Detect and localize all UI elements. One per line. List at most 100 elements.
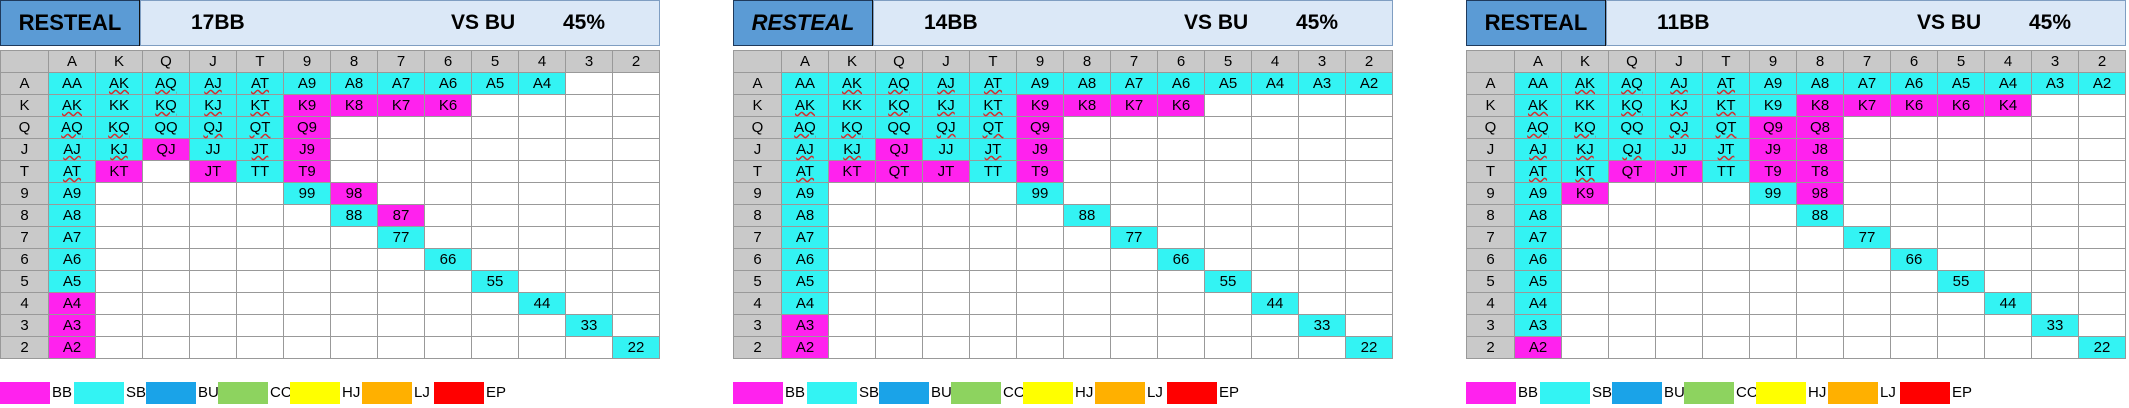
- hand-cell: KT: [236, 94, 284, 117]
- hand-cell: [1157, 292, 1205, 315]
- hand-cell: K9: [283, 94, 331, 117]
- hand-cell: [1749, 270, 1797, 293]
- legend-swatch: [1095, 382, 1145, 404]
- hand-cell: [612, 72, 660, 95]
- legend-label: SB: [126, 384, 147, 401]
- hand-cell: [518, 270, 566, 293]
- hand-cell: KQ: [95, 116, 143, 139]
- hand-label: A7: [795, 229, 815, 246]
- hand-cell: [1016, 248, 1064, 271]
- hand-cell: [1796, 314, 1844, 337]
- hand-cell: A8: [1796, 72, 1844, 95]
- hand-label: AQ: [1527, 119, 1549, 136]
- hand-label: KQ: [841, 119, 863, 136]
- hand-cell: [1655, 182, 1703, 205]
- hand-cell: A8: [330, 72, 378, 95]
- column-header: K: [95, 50, 143, 73]
- row-header: T: [0, 160, 49, 183]
- hand-cell: [189, 248, 237, 271]
- hand-range-grid: A K Q J T 9 8 7 6 5 4 3 2 A AA AK AQ AJ AT A9 A8 A7 A6 A5 A4 K AK K…: [0, 50, 660, 359]
- hand-cell: [1561, 336, 1609, 359]
- hand-cell: KT: [95, 160, 143, 183]
- hand-cell: [377, 116, 425, 139]
- grid-row: 4 A4 44: [733, 292, 1393, 315]
- hand-cell: [1016, 292, 1064, 315]
- hand-label: K6: [1171, 97, 1191, 114]
- hand-cell: 77: [1110, 226, 1158, 249]
- hand-cell: [1890, 226, 1938, 249]
- row-header: K: [0, 94, 49, 117]
- hand-label: A8: [62, 207, 82, 224]
- hand-label: 22: [2093, 339, 2111, 356]
- row-header: 7: [733, 226, 782, 249]
- hand-cell: [2031, 138, 2079, 161]
- hand-cell: [142, 270, 190, 293]
- hand-cell: [612, 182, 660, 205]
- legend-swatch: [290, 382, 340, 404]
- hand-label: JT: [204, 163, 222, 180]
- hand-cell: AA: [48, 72, 96, 95]
- column-header: 9: [1016, 50, 1064, 73]
- hand-label: AK: [841, 75, 862, 92]
- hand-cell: [969, 182, 1017, 205]
- hand-cell: [1984, 160, 2032, 183]
- range-percent: 45%: [563, 11, 606, 34]
- grid-row: 8 A8 88: [733, 204, 1393, 227]
- hand-cell: [2078, 204, 2126, 227]
- hand-label: 99: [1764, 185, 1782, 202]
- hand-label: K7: [1857, 97, 1877, 114]
- hand-cell: 44: [1251, 292, 1299, 315]
- hand-label: 44: [1999, 295, 2017, 312]
- hand-cell: [1843, 314, 1891, 337]
- hand-cell: AQ: [781, 116, 829, 139]
- hand-cell: 77: [377, 226, 425, 249]
- hand-label: AJ: [796, 141, 814, 158]
- hand-cell: [1749, 292, 1797, 315]
- hand-cell: [471, 182, 519, 205]
- column-header: Q: [1608, 50, 1656, 73]
- hand-cell: [1655, 336, 1703, 359]
- hand-label: K6: [438, 97, 458, 114]
- hand-cell: [1298, 204, 1346, 227]
- hand-cell: [1251, 182, 1299, 205]
- hand-cell: [471, 138, 519, 161]
- hand-cell: A7: [1110, 72, 1158, 95]
- hand-label: A5: [485, 75, 505, 92]
- hand-cell: AK: [828, 72, 876, 95]
- hand-cell: QQ: [875, 116, 923, 139]
- hand-cell: [1204, 226, 1252, 249]
- hand-cell: [142, 160, 190, 183]
- hand-cell: AK: [1561, 72, 1609, 95]
- hand-cell: AQ: [48, 116, 96, 139]
- row-header: 9: [0, 182, 49, 205]
- hand-cell: [377, 314, 425, 337]
- legend-swatch: [74, 382, 124, 404]
- hand-label: A6: [1904, 75, 1924, 92]
- hand-cell: A5: [1514, 270, 1562, 293]
- hand-cell: [1251, 336, 1299, 359]
- hand-cell: [1345, 292, 1393, 315]
- hand-cell: [875, 336, 923, 359]
- hand-label: JT: [1717, 141, 1735, 158]
- hand-cell: 55: [471, 270, 519, 293]
- hand-cell: [1890, 182, 1938, 205]
- hand-cell: [1984, 336, 2032, 359]
- hand-label: A9: [297, 75, 317, 92]
- legend-label: CO: [1736, 384, 1759, 401]
- hand-cell: KT: [828, 160, 876, 183]
- hand-cell: [1016, 226, 1064, 249]
- hand-cell: [1110, 138, 1158, 161]
- hand-label: QJ: [203, 119, 223, 136]
- hand-cell: AJ: [922, 72, 970, 95]
- hand-cell: [1608, 226, 1656, 249]
- hand-label: J8: [1812, 141, 1828, 158]
- hand-cell: [1655, 270, 1703, 293]
- legend-swatch: [1684, 382, 1734, 404]
- hand-label: KK: [841, 97, 862, 114]
- hand-cell: T9: [1016, 160, 1064, 183]
- hand-label: T9: [298, 163, 316, 180]
- hand-cell: J9: [283, 138, 331, 161]
- hand-cell: 44: [1984, 292, 2032, 315]
- hand-cell: [518, 160, 566, 183]
- hand-cell: [1843, 204, 1891, 227]
